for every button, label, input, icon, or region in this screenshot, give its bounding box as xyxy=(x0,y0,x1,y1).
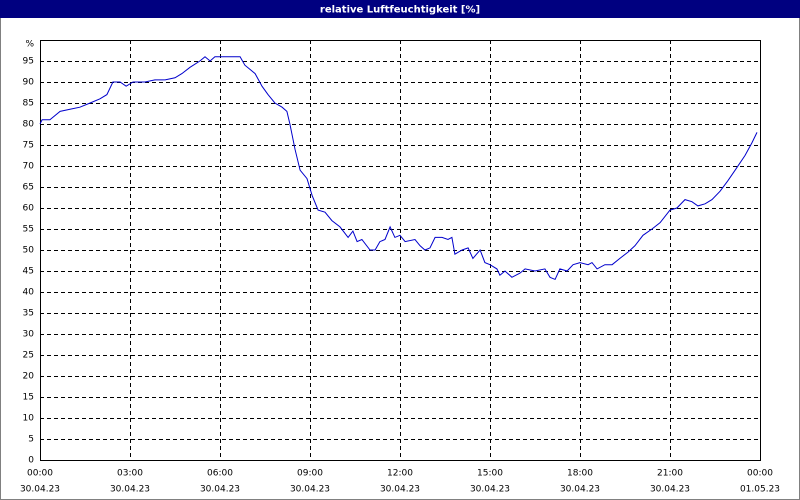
y-tick-label: 25 xyxy=(23,351,34,361)
data-line xyxy=(39,56,758,281)
x-tick-label: 15:00 xyxy=(477,469,503,479)
y-tick-label: 50 xyxy=(23,246,35,256)
y-tick-label: 35 xyxy=(23,309,34,319)
y-tick-label: 80 xyxy=(23,120,35,130)
x-tick-label: 00:00 xyxy=(27,469,53,479)
y-tick-label: 0 xyxy=(28,456,34,466)
plot-frame xyxy=(40,40,761,461)
chart-title: relative Luftfeuchtigkeit [%] xyxy=(320,5,480,16)
y-tick-label: 40 xyxy=(23,288,35,298)
y-tick-label: 15 xyxy=(23,393,34,403)
title-bar xyxy=(0,0,800,18)
x-tick-date: 30.04.23 xyxy=(650,485,690,495)
x-tick-label: 18:00 xyxy=(567,469,593,479)
x-tick-date: 30.04.23 xyxy=(290,485,330,495)
x-tick-label: 03:00 xyxy=(117,469,143,479)
x-tick-date: 30.04.23 xyxy=(20,485,60,495)
y-tick-label: 45 xyxy=(23,267,34,277)
x-tick-date: 30.04.23 xyxy=(560,485,600,495)
y-tick-label: 75 xyxy=(23,141,34,151)
y-tick-label: 30 xyxy=(23,330,35,340)
x-tick-label: 06:00 xyxy=(207,469,233,479)
x-tick-date: 30.04.23 xyxy=(200,485,240,495)
y-tick-label: 55 xyxy=(23,225,34,235)
y-tick-label: 60 xyxy=(23,204,35,214)
y-unit: % xyxy=(25,40,34,50)
y-tick-label: 70 xyxy=(23,162,35,172)
x-tick-date: 30.04.23 xyxy=(470,485,510,495)
x-tick-label: 21:00 xyxy=(657,469,683,479)
y-tick-label: 5 xyxy=(28,435,34,445)
x-tick-date: 01.05.23 xyxy=(740,485,780,495)
x-tick-date: 30.04.23 xyxy=(380,485,420,495)
y-tick-label: 85 xyxy=(23,99,34,109)
x-tick-label: 00:00 xyxy=(747,469,773,479)
x-tick-date: 30.04.23 xyxy=(110,485,150,495)
x-tick-label: 12:00 xyxy=(387,469,413,479)
x-tick-label: 09:00 xyxy=(297,469,323,479)
y-tick-label: 90 xyxy=(23,78,35,88)
y-tick-label: 95 xyxy=(23,57,34,67)
y-tick-label: 20 xyxy=(23,372,35,382)
y-tick-label: 10 xyxy=(23,414,35,424)
y-tick-label: 65 xyxy=(23,183,34,193)
